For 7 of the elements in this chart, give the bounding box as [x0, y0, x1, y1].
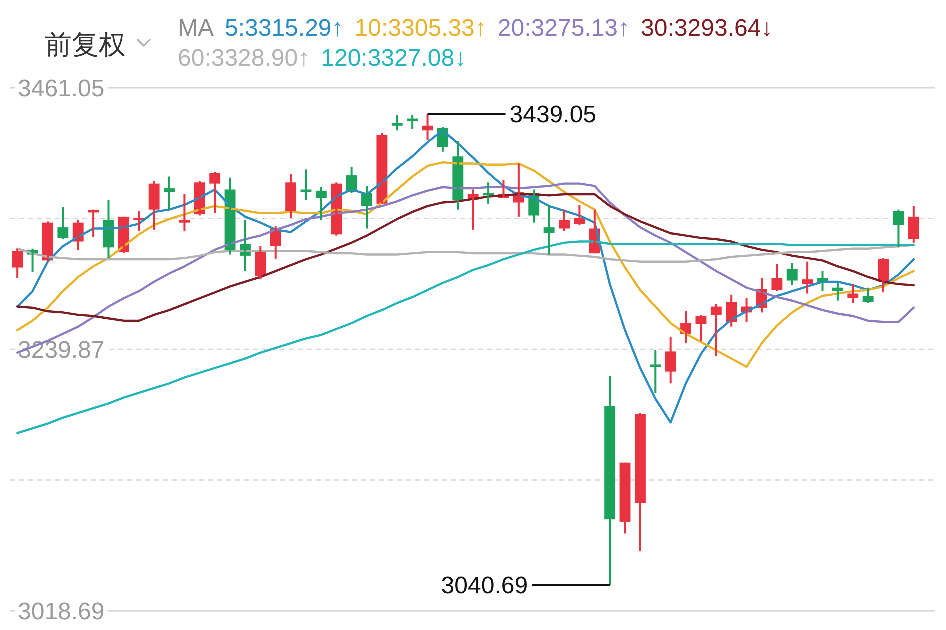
annotation: 3040.69	[441, 572, 528, 600]
legend: MA 5:3315.29↑ 10:3305.33↑ 20:3275.13↑ 30:3293.64↓ 60:3328.90↑ 120:3327.08↓	[178, 15, 774, 72]
y-tick-label: 3461.05	[18, 76, 105, 102]
y-tick-label: 3018.69	[18, 598, 105, 626]
y-tick-label: 3239.87	[18, 337, 105, 364]
text: 前复权	[45, 30, 126, 60]
annotation: 3439.05	[510, 102, 597, 129]
